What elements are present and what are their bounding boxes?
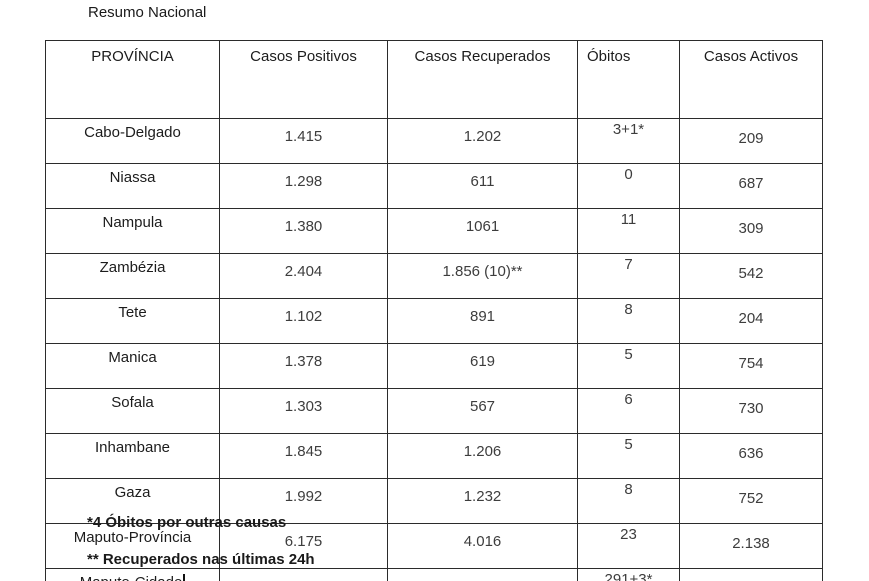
cell-obitos: 8 bbox=[577, 298, 680, 344]
cell-provincia: Manica bbox=[45, 343, 220, 389]
column-header-provincia: PROVÍNCIA bbox=[45, 40, 220, 119]
cell-casos-activos: 7.367 bbox=[679, 568, 823, 581]
cell-obitos: 7 bbox=[577, 253, 680, 299]
cell-provincia: Tete bbox=[45, 298, 220, 344]
cell-provincia: Zambézia bbox=[45, 253, 220, 299]
cell-provincia: Maputo-Província bbox=[45, 523, 220, 569]
cell-casos-positivos: 1.298 bbox=[219, 163, 388, 209]
summary-table: PROVÍNCIA Casos Positivos Casos Recupera… bbox=[45, 40, 823, 581]
cell-obitos: 23 bbox=[577, 523, 680, 569]
cell-provincia: Cabo-Delgado bbox=[45, 118, 220, 164]
cell-obitos: 11 bbox=[577, 208, 680, 254]
cell-provincia: Sofala bbox=[45, 388, 220, 434]
cell-obitos: 8 bbox=[577, 478, 680, 524]
cell-casos-positivos: 1.992 bbox=[219, 478, 388, 524]
cell-casos-positivos: 1.845 bbox=[219, 433, 388, 479]
cell-casos-recuperados: 4.016 bbox=[387, 523, 578, 569]
cell-casos-recuperados: 1.232 bbox=[387, 478, 578, 524]
footnote-obitos: *4 Óbitos por outras causas bbox=[87, 514, 287, 531]
cell-casos-recuperados: 1.856 (10)** bbox=[387, 253, 578, 299]
column-header-obitos: Óbitos bbox=[577, 40, 680, 119]
cell-casos-positivos: 6.175 bbox=[219, 523, 388, 569]
cell-casos-recuperados: 619 bbox=[387, 343, 578, 389]
column-header-casos-activos: Casos Activos bbox=[679, 40, 823, 119]
page-title: Resumo Nacional bbox=[88, 4, 207, 21]
cell-provincia: Maputo-Cidade bbox=[45, 568, 220, 581]
table-row: Zambézia 2.404 1.856 (10)** 7 542 bbox=[45, 253, 823, 299]
footnote-recuperados: ** Recuperados nas últimas 24h bbox=[87, 551, 315, 568]
table-row: Cabo-Delgado 1.415 1.202 3+1* 209 bbox=[45, 118, 823, 164]
cell-casos-activos: 730 bbox=[679, 388, 823, 434]
table-row: Nampula 1.380 1061 11 309 bbox=[45, 208, 823, 254]
cell-casos-positivos: 18.362 bbox=[219, 568, 388, 581]
table-row: Gaza 1.992 1.232 8 752 bbox=[45, 478, 823, 524]
cell-obitos: 0 bbox=[577, 163, 680, 209]
table-row: Inhambane 1.845 1.206 5 636 bbox=[45, 433, 823, 479]
cell-obitos: 291+3* bbox=[577, 568, 680, 581]
cell-obitos: 3+1* bbox=[577, 118, 680, 164]
cell-casos-activos: 2.138 bbox=[679, 523, 823, 569]
table-row: Niassa 1.298 611 0 687 bbox=[45, 163, 823, 209]
table-row: Manica 1.378 619 5 754 bbox=[45, 343, 823, 389]
cell-obitos: 5 bbox=[577, 343, 680, 389]
cell-casos-positivos: 1.378 bbox=[219, 343, 388, 389]
cell-casos-activos: 687 bbox=[679, 163, 823, 209]
table-row: Maputo-Província 6.175 4.016 23 2.138 bbox=[45, 523, 823, 569]
text-cursor bbox=[183, 574, 186, 581]
cell-casos-positivos: 2.404 bbox=[219, 253, 388, 299]
table-row: Tete 1.102 891 8 204 bbox=[45, 298, 823, 344]
cell-casos-positivos: 1.380 bbox=[219, 208, 388, 254]
cell-provincia: Gaza bbox=[45, 478, 220, 524]
cell-casos-recuperados: 891 bbox=[387, 298, 578, 344]
cell-casos-activos: 542 bbox=[679, 253, 823, 299]
cell-obitos: 5 bbox=[577, 433, 680, 479]
cell-casos-activos: 754 bbox=[679, 343, 823, 389]
cell-casos-activos: 636 bbox=[679, 433, 823, 479]
cell-provincia: Niassa bbox=[45, 163, 220, 209]
cell-obitos: 6 bbox=[577, 388, 680, 434]
cell-casos-positivos: 1.102 bbox=[219, 298, 388, 344]
cell-casos-recuperados: 1061 bbox=[387, 208, 578, 254]
table-row: Sofala 1.303 567 6 730 bbox=[45, 388, 823, 434]
table-row: Maputo-Cidade 18.362 10.694 291+3* 7.367 bbox=[45, 568, 823, 581]
cell-provincia: Nampula bbox=[45, 208, 220, 254]
cell-provincia-text: Maputo-Cidade bbox=[80, 574, 183, 581]
cell-casos-activos: 309 bbox=[679, 208, 823, 254]
cell-casos-activos: 209 bbox=[679, 118, 823, 164]
cell-casos-recuperados: 10.694 bbox=[387, 568, 578, 581]
cell-casos-recuperados: 611 bbox=[387, 163, 578, 209]
cell-casos-activos: 204 bbox=[679, 298, 823, 344]
cell-casos-activos: 752 bbox=[679, 478, 823, 524]
column-header-casos-positivos: Casos Positivos bbox=[219, 40, 388, 119]
column-header-casos-recuperados: Casos Recuperados bbox=[387, 40, 578, 119]
cell-provincia: Inhambane bbox=[45, 433, 220, 479]
cell-casos-recuperados: 1.202 bbox=[387, 118, 578, 164]
cell-casos-recuperados: 1.206 bbox=[387, 433, 578, 479]
cell-casos-positivos: 1.303 bbox=[219, 388, 388, 434]
cell-casos-positivos: 1.415 bbox=[219, 118, 388, 164]
header-row: PROVÍNCIA Casos Positivos Casos Recupera… bbox=[45, 40, 823, 119]
cell-casos-recuperados: 567 bbox=[387, 388, 578, 434]
